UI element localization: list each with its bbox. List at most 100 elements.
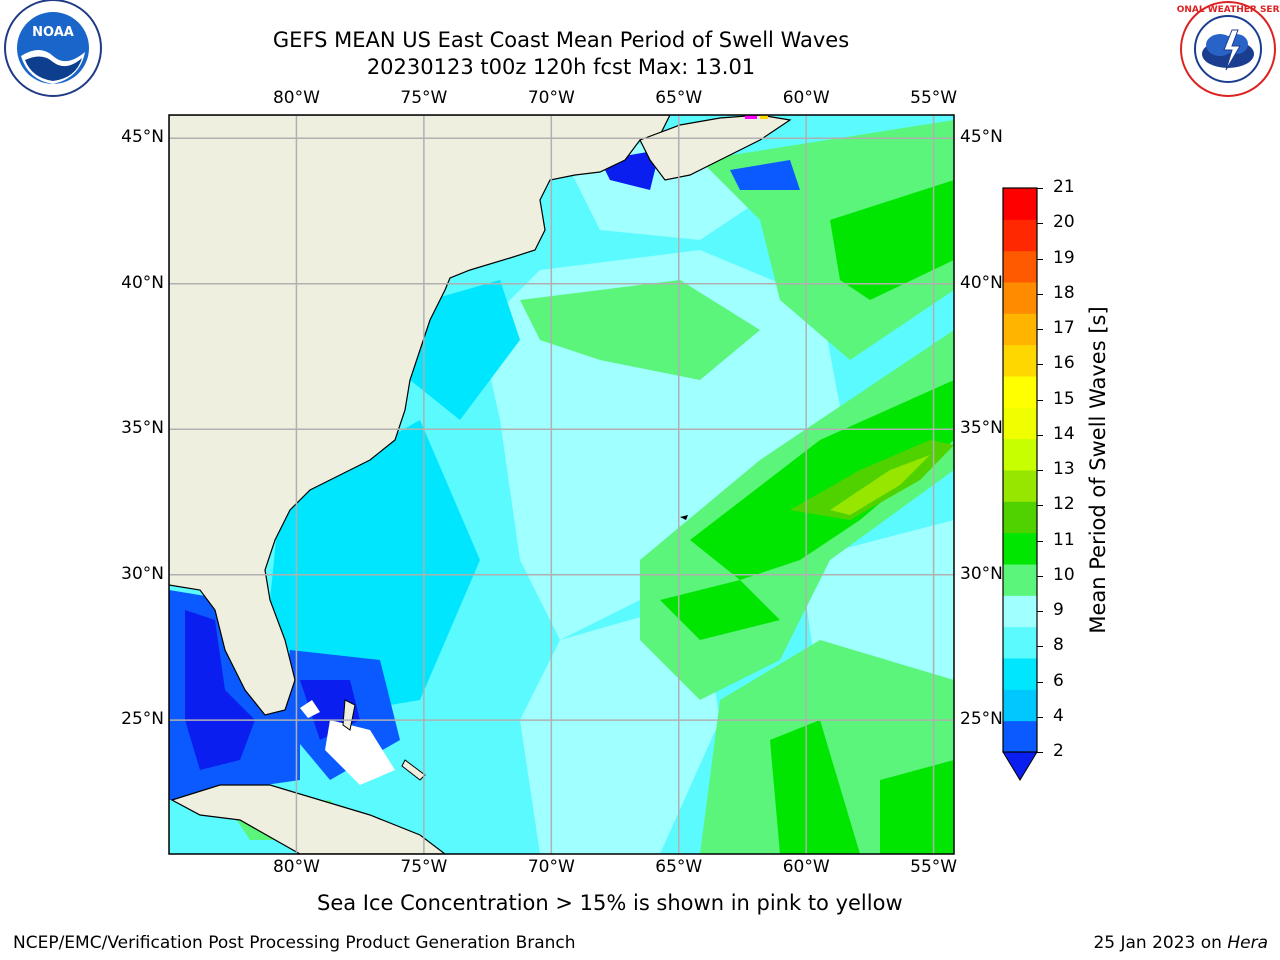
colorbar-segment (1003, 689, 1037, 722)
lat-label-left: 30°N (121, 563, 164, 584)
colorbar-tick-label: 2 (1053, 741, 1064, 761)
colorbar-tick-label: 12 (1053, 494, 1075, 515)
colorbar-tick-label: 9 (1053, 600, 1064, 620)
map-area (169, 115, 954, 854)
lat-label-right: 45°N (960, 127, 1003, 148)
field-blue-scotian (730, 160, 800, 190)
colorbar-tick-mark (1037, 364, 1043, 366)
island-bermuda (680, 515, 688, 520)
colorbar-tick-label: 11 (1053, 529, 1075, 550)
lon-label-top: 70°W (527, 88, 575, 108)
land-cuba (170, 784, 446, 854)
colorbar-segment (1003, 250, 1037, 283)
colorbar-tick-mark (1037, 575, 1043, 577)
colorbar-segment (1003, 595, 1037, 628)
land-nova-scotia (639, 115, 792, 181)
colorbar-segment (1003, 438, 1037, 471)
colorbar-tick-label: 16 (1053, 353, 1075, 374)
lon-label-bottom: 60°W (782, 857, 830, 877)
colorbar-tick-label: 4 (1053, 705, 1064, 726)
colorbar-segment (1003, 658, 1037, 690)
colorbar-label: Mean Period of Swell Waves [s] (1086, 306, 1110, 634)
lat-label-left: 40°N (121, 272, 164, 293)
colorbar-segment (1003, 219, 1037, 252)
land-us (169, 115, 671, 716)
colorbar-tick-label: 18 (1053, 282, 1075, 303)
lon-label-bottom: 75°W (400, 857, 448, 877)
field-green-1 (520, 280, 760, 380)
lon-label-bottom: 65°W (655, 857, 703, 877)
colorbar-tick-mark (1037, 434, 1043, 436)
field-max-1 (790, 440, 954, 520)
colorbar-segment (1003, 313, 1037, 346)
footer-right: 25 Jan 2023 on Hera (1093, 933, 1268, 953)
lon-label-top: 80°W (272, 88, 320, 108)
colorbar-segment (1003, 282, 1037, 314)
colorbar-tick-mark (1037, 611, 1043, 612)
footer-left: NCEP/EMC/Verification Post Processing Pr… (13, 933, 576, 953)
field-bright-green-1 (690, 380, 954, 580)
colorbar-tick-mark (1037, 329, 1043, 330)
sea-ice-patch-2 (760, 115, 768, 119)
noaa-logo: NOAA (4, 0, 102, 97)
colorbar-segment (1003, 376, 1037, 408)
shoal-white-2 (300, 700, 320, 718)
lat-label-right: 40°N (960, 272, 1003, 293)
field-bright-green-3 (660, 580, 780, 640)
colorbar-tick-mark (1037, 223, 1043, 225)
colorbar-segment (1003, 532, 1037, 565)
lon-label-bottom: 55°W (910, 857, 958, 877)
nws-logo-text: NATIONAL WEATHER SERVICE (1176, 5, 1280, 15)
lon-label-top: 65°W (655, 88, 703, 108)
map-frame (168, 114, 955, 855)
shoal-white-1 (325, 720, 395, 785)
colorbar-tick-label: 14 (1053, 423, 1075, 444)
colorbar-segment (1003, 720, 1037, 753)
colorbar-tick-mark (1037, 505, 1043, 507)
chart-title: GEFS MEAN US East Coast Mean Period of S… (272, 28, 850, 52)
field-deep-blue-gulf (185, 610, 255, 770)
lat-label-left: 25°N (121, 709, 164, 730)
colorbar-tick-mark (1037, 540, 1043, 542)
colorbar-tick-mark (1037, 752, 1043, 753)
colorbar-tick-mark (1037, 470, 1043, 471)
lon-label-top: 55°W (910, 88, 958, 108)
field-cyan-midatlantic (410, 280, 520, 420)
colorbar-segment (1003, 626, 1037, 659)
colorbar-tick-mark (1037, 258, 1043, 260)
gridlines (169, 115, 954, 854)
colorbar-segment (1003, 188, 1037, 220)
sea-ice-note: Sea Ice Concentration > 15% is shown in … (317, 891, 903, 915)
colorbar-tick-label: 19 (1053, 247, 1075, 268)
colorbar-tick-label: 20 (1053, 212, 1075, 233)
colorbar-tick-label: 21 (1053, 177, 1075, 197)
island-bahamas (401, 759, 426, 781)
field-bright-green-2 (830, 180, 954, 300)
colorbar-tick-label: 13 (1053, 459, 1075, 479)
island-andros (342, 699, 356, 731)
colorbar-segment (1003, 470, 1037, 502)
colorbar-tick-label: 8 (1053, 635, 1064, 656)
lat-label-right: 25°N (960, 709, 1003, 730)
footer-host: Hera (1227, 933, 1268, 953)
colorbar-tick-label: 17 (1053, 318, 1075, 338)
colorbar-tick-mark (1037, 399, 1043, 401)
footer-date: 25 Jan 2023 on (1093, 933, 1228, 953)
field-cyan-nearshore (270, 420, 480, 720)
colorbar-tick-mark (1037, 681, 1043, 683)
colorbar-tick-mark (1037, 293, 1043, 295)
colorbar-tick-label: 15 (1053, 388, 1075, 409)
lat-label-left: 35°N (121, 418, 164, 439)
colorbar-segment (1003, 407, 1037, 440)
noaa-logo-text: NOAA (32, 25, 74, 40)
lon-label-bottom: 80°W (272, 857, 320, 877)
field-max-2 (830, 455, 930, 515)
field-bright-green-4 (770, 720, 860, 854)
lon-label-top: 60°W (782, 88, 830, 108)
chart-subtitle: 20230123 t00z 120h fcst Max: 13.01 (366, 55, 756, 79)
colorbar-tick-label: 6 (1053, 670, 1064, 691)
colorbar-tick-mark (1037, 716, 1043, 718)
colorbar-tick-label: 10 (1053, 564, 1075, 585)
colorbar-extend-triangle (1002, 751, 1038, 781)
sea-ice-patch (745, 115, 757, 119)
